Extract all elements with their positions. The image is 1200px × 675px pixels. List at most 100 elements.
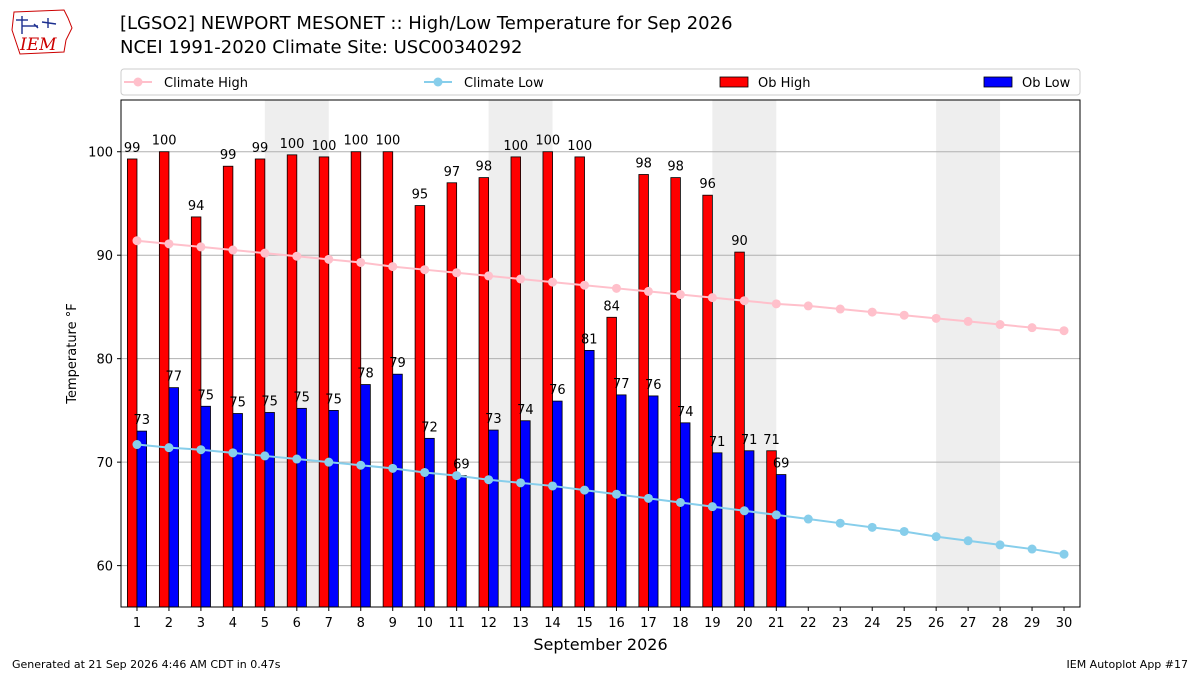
- ob-low-bar: [552, 400, 563, 608]
- y-axis-label: Temperature °F: [65, 303, 80, 404]
- climate-high-line: [136, 239, 1065, 332]
- ob-high-label: 99: [220, 148, 237, 163]
- ob-low-label: 75: [229, 396, 246, 411]
- x-tick-label: 3: [197, 616, 205, 631]
- x-tick-label: 20: [736, 616, 753, 631]
- ob-high-bar: [734, 251, 745, 608]
- climate-low-point: [1027, 544, 1037, 554]
- climate-high-point: [995, 320, 1005, 330]
- climate-high-point: [196, 242, 206, 252]
- ob-high-label: 100: [152, 134, 177, 149]
- climate-low-point: [260, 451, 270, 461]
- x-tick-label: 18: [672, 616, 689, 631]
- climate-low-point: [356, 460, 366, 470]
- climate-low-point: [580, 485, 590, 495]
- x-tick-label: 9: [389, 616, 397, 631]
- climate-low-point: [516, 478, 526, 488]
- ob-low-bar: [296, 407, 307, 608]
- legend-ob-high-swatch: [719, 76, 749, 88]
- ob-low-label: 77: [165, 370, 182, 385]
- climate-high-point: [324, 254, 334, 264]
- climate-low-point: [707, 502, 717, 512]
- climate-low-point: [995, 540, 1005, 550]
- climate-high-point: [420, 265, 430, 275]
- ob-low-label: 74: [517, 403, 534, 418]
- climate-high-point: [356, 257, 366, 267]
- climate-low-point: [867, 522, 877, 532]
- ob-high-label: 100: [344, 134, 369, 149]
- x-tick-label: 27: [960, 616, 977, 631]
- climate-high-point: [739, 296, 749, 306]
- climate-low-point: [1059, 549, 1069, 559]
- ob-high-label: 100: [280, 137, 305, 152]
- y-tick-label: 100: [88, 146, 113, 161]
- ob-low-label: 81: [581, 332, 598, 347]
- ob-low-bar: [456, 475, 467, 608]
- x-tick-label: 7: [325, 616, 333, 631]
- ob-high-bar: [254, 158, 266, 608]
- climate-high-point: [1059, 326, 1069, 336]
- climate-high-point: [164, 239, 174, 249]
- ob-low-bar: [392, 373, 403, 608]
- x-tick-label: 23: [832, 616, 849, 631]
- iem-logo-text: IEM: [19, 35, 57, 55]
- ob-high-label: 100: [567, 139, 592, 154]
- ob-high-bar: [382, 151, 394, 608]
- ob-low-bar: [584, 349, 595, 608]
- x-tick-label: 8: [357, 616, 365, 631]
- ob-high-label: 98: [667, 160, 684, 175]
- climate-high-point: [484, 271, 494, 281]
- climate-low-point: [548, 481, 558, 491]
- ob-low-bar: [328, 410, 339, 608]
- ob-low-label: 72: [421, 420, 438, 435]
- climate-low-point: [771, 510, 781, 520]
- climate-low-point: [803, 514, 813, 524]
- climate-low-point: [228, 448, 238, 458]
- climate-high-point: [611, 283, 621, 293]
- climate-high-point: [675, 290, 685, 300]
- x-tick-label: 2: [165, 616, 173, 631]
- ob-high-label: 90: [731, 234, 748, 249]
- climate-high-point: [452, 268, 462, 278]
- ob-high-label: 100: [376, 134, 401, 149]
- ob-low-bar: [616, 394, 627, 608]
- footer-app-label: IEM Autoplot App #17: [1066, 658, 1189, 671]
- legend-climate-high-label: Climate High: [164, 76, 248, 91]
- climate-low-point: [196, 445, 206, 455]
- ob-low-label: 69: [453, 458, 470, 473]
- x-tick-label: 6: [293, 616, 301, 631]
- iem-logo: IEM: [11, 9, 73, 55]
- y-tick-label: 90: [96, 249, 113, 264]
- climate-high-point: [803, 301, 813, 311]
- climate-low-point: [132, 440, 142, 450]
- climate-high-point: [548, 277, 558, 287]
- ob-high-bar: [606, 316, 617, 608]
- ob-high-bar: [766, 450, 777, 608]
- ob-low-label: 69: [773, 457, 790, 472]
- ob-low-bar: [680, 422, 691, 608]
- x-tick-label: 26: [928, 616, 945, 631]
- climate-high-point: [1027, 323, 1037, 333]
- ob-high-label: 84: [603, 299, 620, 314]
- weekend-shade: [936, 100, 1001, 607]
- ob-high-bar: [478, 177, 490, 608]
- climate-low-point: [643, 493, 653, 503]
- climate-high-point: [643, 286, 653, 296]
- x-tick-label: 13: [512, 616, 529, 631]
- ob-low-bar: [264, 412, 275, 608]
- x-tick-label: 29: [1024, 616, 1041, 631]
- ob-high-label: 98: [476, 160, 493, 175]
- footer-generated-text: Generated at 21 Sep 2026 4:46 AM CDT in …: [12, 658, 281, 671]
- climate-low-line: [136, 443, 1065, 556]
- ob-high-bar: [190, 216, 202, 608]
- climate-low-point: [164, 443, 174, 453]
- climate-high-point: [388, 262, 398, 272]
- ob-low-label: 75: [325, 392, 342, 407]
- y-tick-label: 60: [96, 560, 113, 575]
- ob-low-label: 73: [134, 413, 151, 428]
- x-tick-label: 17: [640, 616, 657, 631]
- ob-high-label: 97: [444, 165, 461, 180]
- x-tick-label: 22: [800, 616, 817, 631]
- ob-high-bar: [542, 151, 553, 608]
- ob-high-label: 94: [188, 199, 205, 214]
